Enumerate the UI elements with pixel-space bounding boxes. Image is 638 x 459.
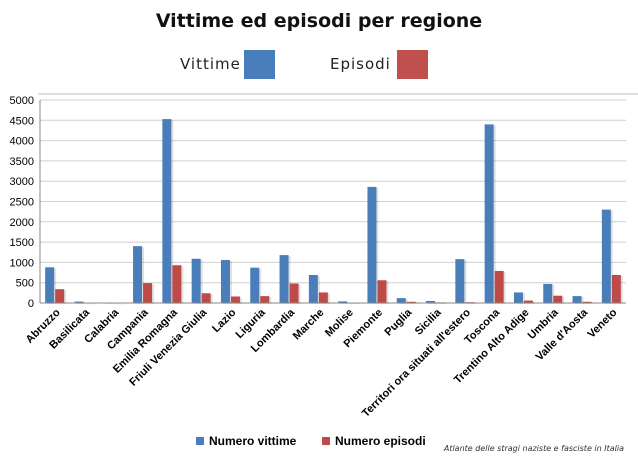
bar-episodi (523, 300, 533, 303)
x-tick-label: Puglia (383, 306, 415, 338)
x-tick-label: Veneto (585, 306, 619, 340)
bar-episodi (553, 295, 563, 303)
x-tick-label: Territori ora situati all'estero (360, 306, 473, 419)
y-tick-label: 4500 (10, 115, 34, 127)
axes (39, 100, 626, 304)
top-legend-vittime-swatch (244, 50, 275, 79)
bar-vittime (338, 301, 348, 303)
bar-episodi (230, 296, 240, 303)
y-tick-label: 0 (28, 298, 34, 310)
top-legend: Vittime Episodi (180, 50, 428, 79)
bar-episodi (55, 289, 65, 303)
bar-episodi (377, 280, 387, 303)
x-tick-label: Valle d'Aosta (534, 306, 591, 363)
y-tick-label: 3000 (10, 176, 34, 188)
y-tick-label: 5000 (10, 95, 34, 107)
bar-vittime (279, 255, 289, 303)
y-tick-label: 2000 (10, 217, 34, 229)
bars (45, 119, 623, 305)
legend-swatch-vittime (196, 437, 204, 445)
bar-vittime (455, 259, 465, 303)
credit-text: Atlante delle stragi naziste e fasciste … (443, 444, 624, 453)
bar-vittime (250, 267, 260, 303)
x-axis-labels: AbruzzoBasilicataCalabriaCampaniaEmilia … (24, 306, 620, 420)
bar-episodi (143, 283, 153, 303)
bar-episodi (494, 270, 504, 303)
y-tick-label: 500 (16, 278, 34, 290)
bar-shadow (350, 303, 360, 305)
x-tick-label: Marche (291, 307, 327, 343)
bar-vittime (162, 119, 172, 303)
bar-shadow (467, 303, 477, 304)
bar-shadow (86, 303, 96, 305)
bar-episodi (611, 274, 621, 303)
bar-vittime (45, 267, 55, 303)
chart-title: Vittime ed episodi per regione (156, 10, 482, 32)
top-legend-episodi-swatch (397, 50, 428, 79)
bar-shadow (105, 303, 115, 305)
y-tick-label: 2500 (10, 197, 34, 209)
bar-vittime (191, 258, 201, 303)
bar-episodi (406, 301, 416, 303)
bar-episodi (201, 293, 211, 303)
bar-vittime (396, 298, 406, 303)
gridlines (40, 99, 626, 304)
bar-vittime (133, 246, 143, 303)
bar-shadow (115, 303, 125, 305)
y-tick-label: 1000 (10, 257, 34, 269)
bar-vittime (484, 124, 494, 303)
bar-vittime (74, 301, 84, 303)
legend-swatch-episodi (322, 437, 330, 445)
bar-episodi (260, 296, 270, 303)
bar-vittime (513, 292, 523, 303)
bar-episodi (289, 283, 299, 303)
bar-vittime (367, 186, 377, 303)
y-tick-label: 3500 (10, 156, 34, 168)
bar-vittime (572, 296, 582, 303)
y-tick-label: 1500 (10, 237, 34, 249)
y-tick-label: 4000 (10, 136, 34, 148)
bottom-legend: Numero vittime Numero episodi (196, 434, 426, 448)
bar-vittime (426, 300, 436, 303)
top-legend-episodi-label: Episodi (330, 55, 391, 73)
bar-episodi (318, 292, 328, 303)
bar-episodi (582, 301, 592, 303)
bar-vittime (308, 274, 318, 303)
bar-shadow (438, 303, 448, 304)
bar-vittime (601, 209, 611, 303)
legend-label-vittime: Numero vittime (209, 434, 297, 448)
bar-episodi (172, 265, 182, 303)
y-axis-ticks: 0 500 1000 1500 2000 2500 3000 3500 4000 4500 5000 (10, 95, 34, 310)
legend-label-episodi: Numero episodi (335, 434, 426, 448)
top-legend-vittime-label: Vittime (180, 55, 241, 73)
bar-vittime (543, 283, 553, 303)
bar-vittime (220, 259, 230, 303)
